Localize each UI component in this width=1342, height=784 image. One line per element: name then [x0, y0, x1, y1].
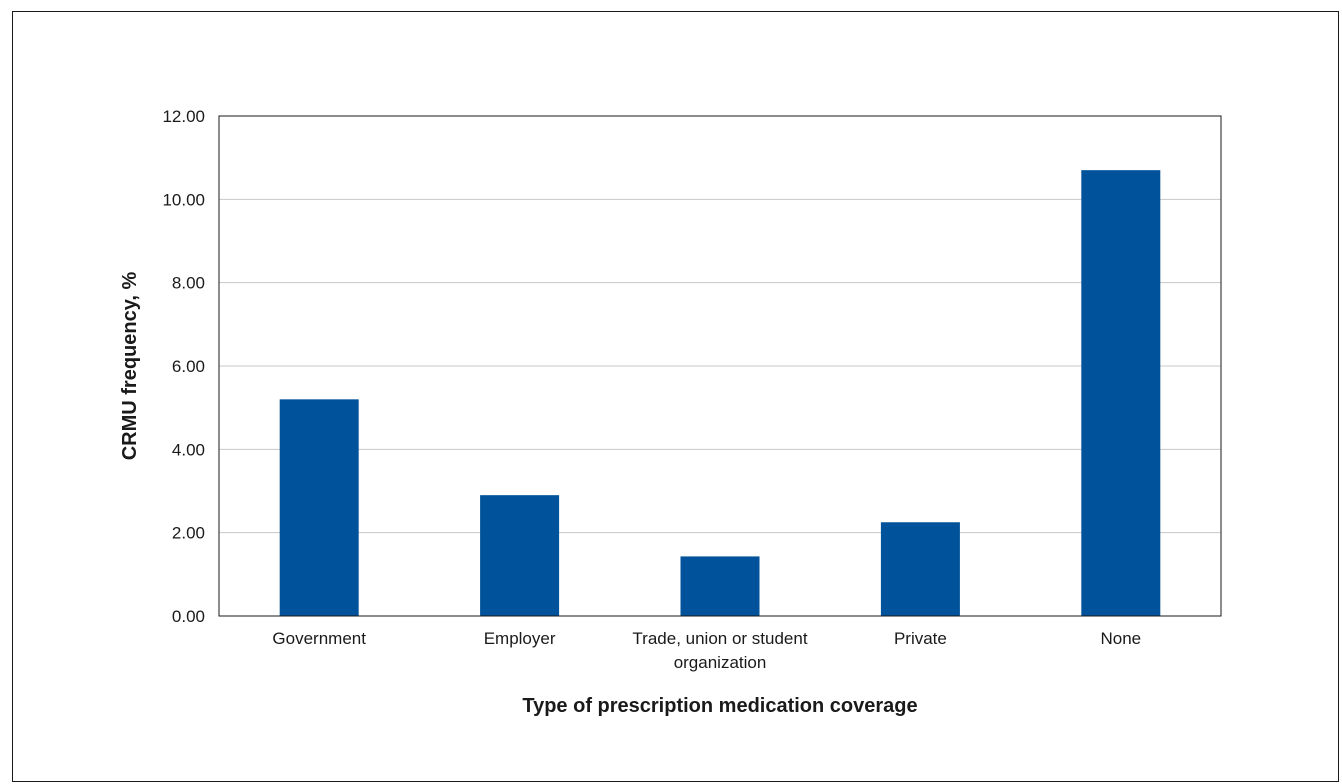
- y-tick-label: 10.00: [162, 190, 205, 209]
- y-axis-title: CRMU frequency, %: [119, 272, 141, 461]
- y-tick-label: 4.00: [172, 440, 205, 459]
- gridlines: [219, 198, 1221, 534]
- x-axis-title: Type of prescription medication coverage: [522, 695, 917, 717]
- y-tick-label: 0.00: [172, 607, 205, 626]
- x-tick-label-line: None: [1100, 629, 1141, 648]
- y-tick-label: 12.00: [162, 107, 205, 126]
- y-axis-ticks: 0.00 2.00 4.00 6.00 8.00 10.00 12.00: [162, 107, 205, 626]
- y-tick-label: 2.00: [172, 524, 205, 543]
- x-tick-label-line: Trade, union or student: [632, 629, 807, 648]
- x-tick-label: Government: [272, 629, 366, 648]
- x-tick-label: Employer: [484, 629, 556, 648]
- bar: [279, 399, 359, 616]
- bar: [1081, 170, 1161, 616]
- bars: [279, 170, 1161, 616]
- plot-area-border: [218, 115, 1222, 617]
- y-tick-label: 6.00: [172, 357, 205, 376]
- bar: [880, 522, 960, 616]
- x-tick-label: Trade, union or student organization: [632, 629, 807, 672]
- x-axis-ticks: Government Employer Trade, union or studen…: [272, 629, 1141, 672]
- bar: [480, 495, 560, 616]
- x-tick-label-line: organization: [674, 653, 767, 672]
- x-tick-label-line: Government: [272, 629, 366, 648]
- bar: [680, 556, 760, 616]
- x-tick-label: Private: [894, 629, 947, 648]
- x-tick-label: None: [1100, 629, 1141, 648]
- y-tick-label: 8.00: [172, 274, 205, 293]
- x-tick-label-line: Private: [894, 629, 947, 648]
- x-tick-label-line: Employer: [484, 629, 556, 648]
